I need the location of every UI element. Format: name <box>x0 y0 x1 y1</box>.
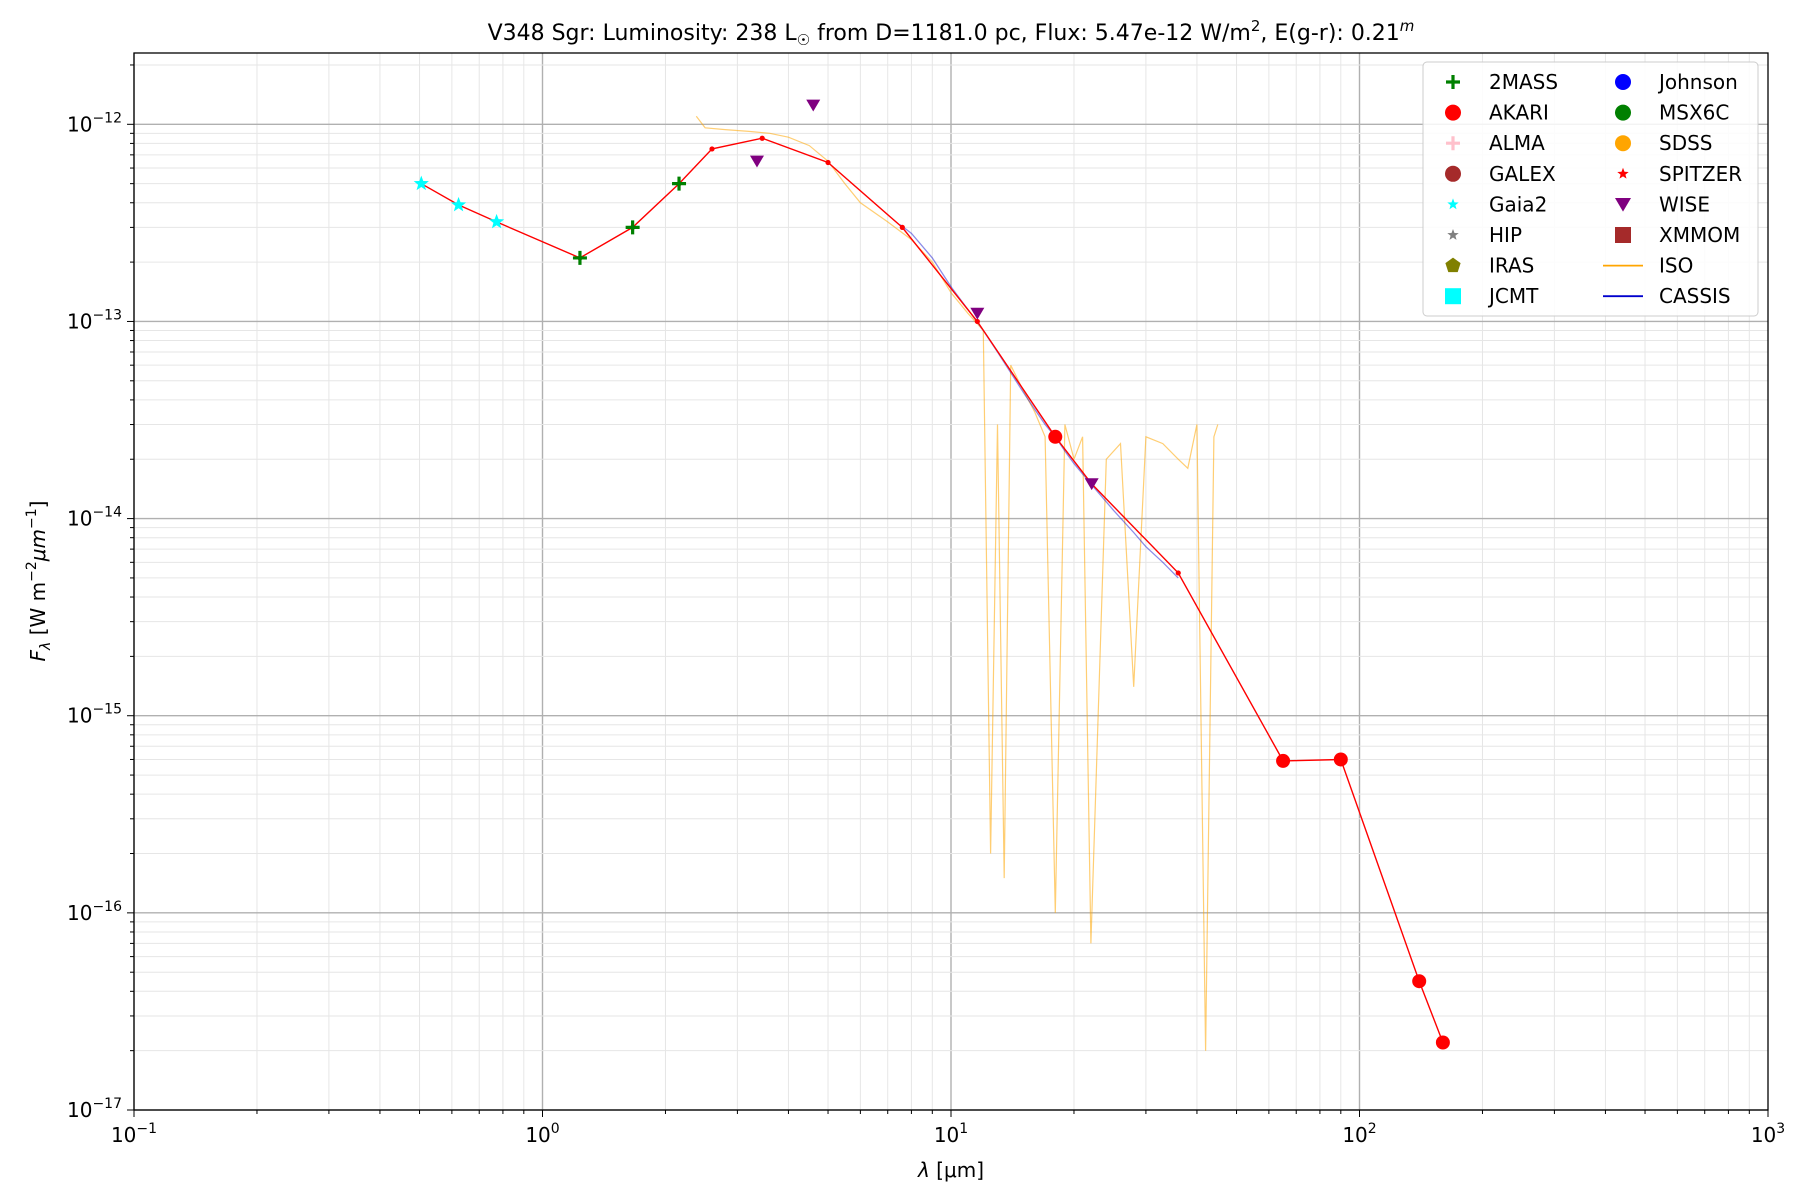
gaia2-point <box>488 213 505 229</box>
legend-johnson-swatch <box>1615 74 1631 90</box>
legend-jcmt-swatch <box>1445 288 1461 305</box>
legend-jcmt-label: JCMT <box>1487 284 1539 308</box>
y-tick-label: 10−12 <box>67 110 122 136</box>
plot-area <box>413 99 1450 1051</box>
chart-title: V348 Sgr: Luminosity: 238 L☉ from D=1181… <box>488 17 1415 49</box>
legend: 2MASS AKARI ALMA GALEX Gaia2 HIP IRAS JCMT Johns… <box>1422 61 1759 317</box>
axis-ticks: 10−1 100 101 102 103 10−17 10−16 10−15 10−14 10−1… <box>67 64 1785 1147</box>
model-point <box>1175 570 1181 576</box>
y-tick-label: 10−15 <box>67 702 122 728</box>
legend-alma-label: ALMA <box>1489 131 1545 155</box>
legend-gaia2-swatch <box>1447 198 1459 210</box>
legend-galex-label: GALEX <box>1489 162 1556 186</box>
legend-2mass-swatch <box>1446 75 1460 89</box>
model-line <box>420 137 1444 1043</box>
wise-point <box>970 307 985 320</box>
legend-johnson-label: Johnson <box>1657 70 1738 94</box>
legend-iso-label: ISO <box>1659 254 1693 278</box>
legend-box <box>1422 61 1759 317</box>
cassis-spectrum-line <box>899 224 1179 579</box>
legend-xmmom-label: XMMOM <box>1659 223 1740 247</box>
legend-akari-swatch <box>1445 104 1461 121</box>
legend-msx6c-label: MSX6C <box>1659 101 1729 125</box>
x-tick-label: 103 <box>1751 1121 1785 1147</box>
legend-akari-label: AKARI <box>1489 101 1549 125</box>
2mass-point <box>572 250 587 265</box>
legend-iras-swatch <box>1445 257 1461 273</box>
y-tick-label: 10−17 <box>67 1096 122 1122</box>
akari-point <box>1412 974 1427 989</box>
legend-galex-swatch <box>1445 165 1461 182</box>
legend-spitzer-label: SPITZER <box>1659 162 1742 186</box>
legend-msx6c-swatch <box>1615 104 1631 121</box>
x-tick-label: 102 <box>1342 1121 1376 1147</box>
2mass-point <box>672 176 687 191</box>
model-point <box>825 159 831 166</box>
akari-point <box>1048 429 1063 444</box>
y-tick-label: 10−13 <box>67 307 122 333</box>
legend-gaia2-label: Gaia2 <box>1489 192 1547 216</box>
model-point <box>759 135 765 141</box>
model-point <box>899 224 905 230</box>
gaia2-point <box>450 196 467 212</box>
legend-wise-label: WISE <box>1659 192 1710 216</box>
x-tick-label: 10−1 <box>111 1121 157 1147</box>
legend-xmmom-swatch <box>1615 227 1631 243</box>
model-point <box>709 146 715 152</box>
legend-hip-swatch <box>1447 229 1459 240</box>
grid-lines <box>133 53 1768 1111</box>
y-axis-label: Fλ [W m−2μm−1] <box>24 501 54 662</box>
legend-sdss-swatch <box>1615 135 1631 152</box>
legend-wise-swatch <box>1615 198 1631 212</box>
legend-2mass-label: 2MASS <box>1489 70 1558 94</box>
x-tick-label: 100 <box>525 1121 559 1147</box>
wise-point <box>749 155 764 168</box>
x-axis-label: λ [μm] <box>917 1158 984 1182</box>
wise-point <box>806 99 821 112</box>
akari-point <box>1333 752 1348 767</box>
x-tick-label: 101 <box>934 1121 968 1147</box>
legend-sdss-label: SDSS <box>1659 131 1713 155</box>
legend-spitzer-swatch <box>1617 167 1629 179</box>
model-point <box>974 318 980 325</box>
iso-spectrum-line <box>695 115 1219 1051</box>
legend-iras-label: IRAS <box>1489 254 1534 278</box>
wise-point <box>1084 478 1099 491</box>
akari-point <box>1435 1035 1450 1050</box>
y-tick-label: 10−14 <box>67 505 122 531</box>
akari-point <box>1276 753 1291 768</box>
y-tick-label: 10−16 <box>67 899 122 925</box>
legend-alma-swatch <box>1446 136 1460 151</box>
2mass-point <box>625 220 640 235</box>
gaia2-point <box>413 175 429 191</box>
legend-hip-label: HIP <box>1489 223 1522 247</box>
legend-cassis-label: CASSIS <box>1659 284 1731 308</box>
